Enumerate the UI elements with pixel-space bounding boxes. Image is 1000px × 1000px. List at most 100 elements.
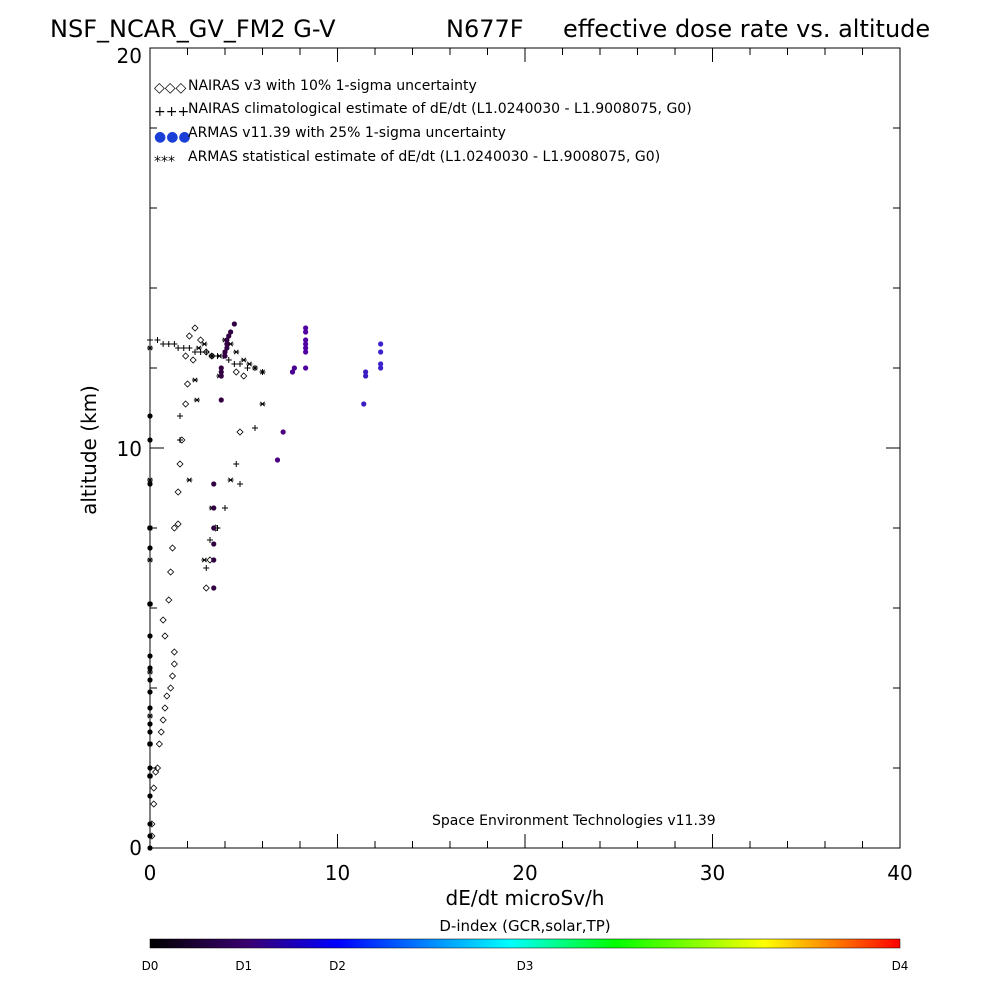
armas-dose-point [211, 525, 217, 531]
legend-entry-armas-statistical: ARMAS statistical estimate of dE/dt (L1.… [188, 149, 660, 165]
armas-dose-point [378, 361, 384, 367]
armas-dose-point [147, 773, 153, 779]
armas-statistical-point [259, 369, 266, 375]
armas-dose-point [274, 457, 281, 463]
nairas-climatological-point [165, 341, 172, 347]
nairas-diamond-point [170, 648, 178, 656]
nairas-diamond-point [159, 616, 167, 624]
x-tick-label: 40 [887, 861, 912, 885]
nairas-diamond-point [161, 632, 169, 640]
nairas-diamond-point [185, 332, 193, 340]
x-tick-label: 20 [512, 861, 537, 885]
nairas-climatological-point [252, 425, 258, 431]
nairas-climatological-point [231, 361, 238, 367]
nairas-diamond-point [197, 336, 205, 344]
chart-title-left: NSF_NCAR_GV_FM2 G-V [50, 15, 336, 43]
armas-dose-point [303, 337, 309, 343]
x-tick-label: 30 [700, 861, 725, 885]
y-tick-label: 0 [129, 836, 142, 860]
legend-marker-diamond: ◇◇◇ [154, 80, 187, 96]
armas-statistical-point [186, 477, 193, 483]
legend-entry-nairas-climatological: NAIRAS climatological estimate of dE/dt … [188, 101, 692, 117]
armas-dose-point [211, 541, 217, 547]
y-tick-label: 10 [117, 437, 142, 461]
armas-dose-point [147, 833, 153, 839]
nairas-diamond-point [168, 672, 177, 680]
armas-dose-point [147, 845, 153, 851]
armas-dose-point [147, 601, 153, 607]
armas-statistical-point [195, 345, 202, 351]
armas-dose-point [378, 365, 384, 371]
armas-statistical-point [147, 713, 153, 719]
nairas-climatological-point [237, 361, 243, 367]
nairas-diamond-point [159, 716, 167, 724]
armas-dose-point [224, 337, 230, 343]
nairas-climatological-point [180, 345, 187, 351]
nairas-climatological-point [203, 349, 210, 355]
legend-marker-plus: +++ [154, 104, 189, 120]
armas-dose-point [147, 765, 153, 771]
y-tick-label: 20 [117, 44, 142, 68]
x-tick-label: 10 [325, 861, 350, 885]
armas-dose-point [378, 341, 384, 347]
nairas-diamond-point [153, 764, 162, 772]
armas-dose-point [147, 705, 153, 711]
armas-dose-point [147, 729, 153, 735]
armas-dose-point [147, 793, 153, 799]
armas-dose-point [211, 481, 217, 487]
nairas-diamond-point [202, 584, 210, 592]
nairas-diamond-point [191, 324, 199, 332]
nairas-climatological-point [175, 345, 182, 351]
armas-dose-point [147, 545, 153, 551]
armas-dose-point [289, 369, 296, 375]
armas-dose-point [218, 365, 224, 371]
nairas-diamond-point [232, 368, 240, 376]
armas-dose-point [291, 365, 297, 371]
legend-marker-asterisk: *** [154, 154, 175, 170]
armas-statistical-point [147, 345, 153, 351]
y-axis-label: altitude (km) [77, 385, 101, 515]
nairas-diamond-point [152, 768, 160, 776]
nairas-diamond-point [170, 524, 178, 532]
armas-dose-point [378, 349, 384, 355]
armas-dose-point [226, 333, 232, 339]
nairas-climatological-point [203, 565, 210, 571]
nairas-diamond-point [168, 544, 177, 552]
armas-statistical-point [252, 365, 258, 371]
armas-dose-point [222, 349, 228, 355]
armas-dose-point [211, 585, 217, 591]
armas-dose-point [147, 437, 153, 443]
chart-title-aircraft: N677F [446, 15, 524, 43]
armas-dose-point [224, 345, 230, 351]
nairas-climatological-point [177, 437, 183, 443]
colorbar-labels: D0 D1 D2 D3 D4 [142, 959, 909, 973]
nairas-climatological-point [160, 341, 167, 347]
nairas-diamond-point [150, 800, 158, 808]
armas-statistical-point [201, 341, 208, 347]
armas-statistical-point [201, 557, 208, 563]
armas-statistical-point [193, 397, 200, 403]
armas-dose-point [303, 365, 309, 371]
data-points [147, 321, 384, 851]
colorbar-label: D2 [329, 959, 346, 973]
colorbar-label: D4 [892, 959, 909, 973]
armas-dose-point [218, 369, 224, 375]
armas-dose-point [303, 345, 309, 351]
nairas-diamond-point [150, 784, 158, 792]
nairas-diamond-point [174, 520, 182, 528]
colorbar-title: D-index (GCR,solar,TP) [439, 917, 610, 935]
armas-dose-point [211, 557, 217, 563]
nairas-climatological-point [186, 345, 193, 351]
armas-dose-point [231, 321, 237, 327]
nairas-climatological-point [233, 461, 240, 467]
armas-statistical-point [246, 361, 253, 367]
armas-dose-point [303, 349, 309, 355]
credit-text: Space Environment Technologies v11.39 [432, 813, 716, 829]
nairas-diamond-point [161, 704, 169, 712]
armas-dose-point [303, 329, 309, 335]
axis-ticks [149, 47, 901, 849]
plot-frame [149, 47, 901, 849]
armas-dose-point [211, 505, 217, 511]
nairas-climatological-point [207, 537, 213, 543]
